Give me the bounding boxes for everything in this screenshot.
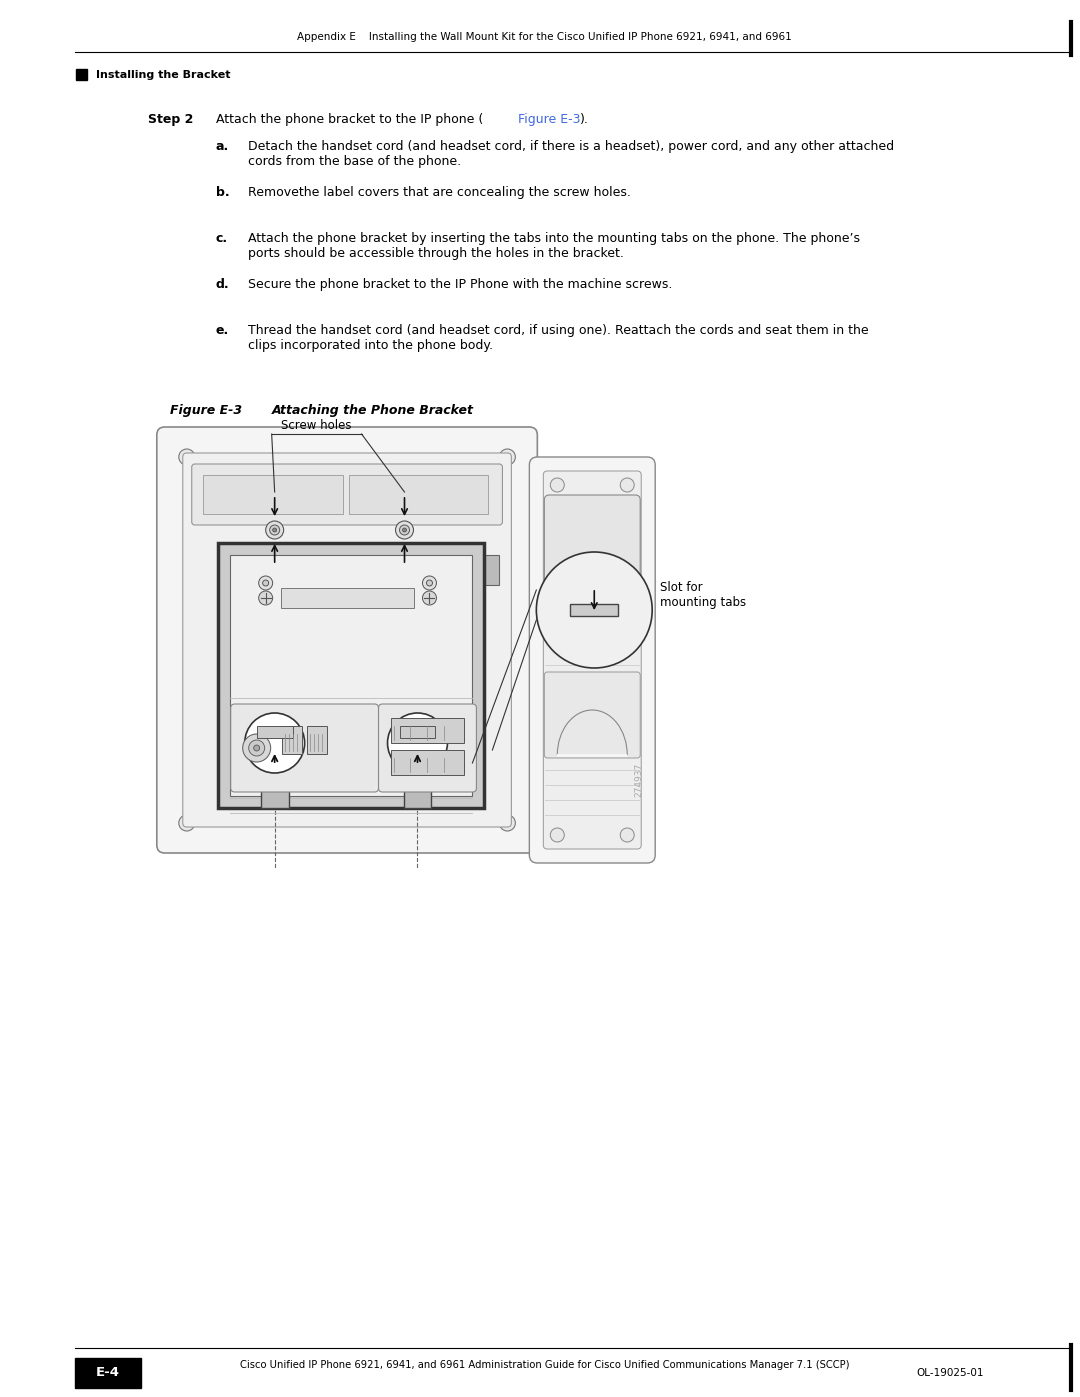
Text: Secure the phone bracket to the IP Phone with the machine screws.: Secure the phone bracket to the IP Phone… xyxy=(247,278,672,291)
Circle shape xyxy=(259,591,272,605)
Text: Cisco Unified IP Phone 6921, 6941, and 6961 Administration Guide for Cisco Unifi: Cisco Unified IP Phone 6921, 6941, and 6… xyxy=(240,1361,849,1370)
Bar xyxy=(257,726,293,738)
Circle shape xyxy=(422,591,436,605)
Bar xyxy=(282,726,301,754)
Text: Installing the Bracket: Installing the Bracket xyxy=(96,70,230,80)
Circle shape xyxy=(259,576,272,590)
Text: Step 2: Step 2 xyxy=(148,113,193,126)
Circle shape xyxy=(243,733,271,761)
Bar xyxy=(391,750,464,775)
Bar xyxy=(391,718,464,743)
FancyBboxPatch shape xyxy=(529,457,656,863)
Text: Slot for
mounting tabs: Slot for mounting tabs xyxy=(660,581,746,609)
Text: OL-19025-01: OL-19025-01 xyxy=(916,1368,984,1377)
Circle shape xyxy=(427,580,432,585)
Circle shape xyxy=(499,448,515,465)
Text: c.: c. xyxy=(216,232,228,244)
Bar xyxy=(349,475,488,514)
Circle shape xyxy=(395,521,414,539)
Bar xyxy=(230,555,472,796)
FancyBboxPatch shape xyxy=(157,427,538,854)
Text: 274937: 274937 xyxy=(635,763,644,798)
Text: a.: a. xyxy=(216,140,229,154)
Text: Detach the handset cord (and headset cord, if there is a headset), power cord, a: Detach the handset cord (and headset cor… xyxy=(247,140,894,168)
FancyBboxPatch shape xyxy=(378,704,476,792)
Bar xyxy=(218,543,485,807)
FancyBboxPatch shape xyxy=(231,704,378,792)
Text: Attaching the Phone Bracket: Attaching the Phone Bracket xyxy=(272,404,474,416)
Circle shape xyxy=(620,828,634,842)
Bar xyxy=(307,726,326,754)
Bar xyxy=(225,555,499,585)
Circle shape xyxy=(270,525,280,535)
Circle shape xyxy=(254,745,259,752)
Bar xyxy=(260,780,288,807)
Circle shape xyxy=(179,814,194,831)
FancyBboxPatch shape xyxy=(183,453,511,827)
FancyBboxPatch shape xyxy=(192,464,502,525)
Circle shape xyxy=(537,552,652,668)
Circle shape xyxy=(272,528,276,532)
Bar xyxy=(404,780,432,807)
Text: Attach the phone bracket to the IP phone (: Attach the phone bracket to the IP phone… xyxy=(216,113,483,126)
Bar xyxy=(570,604,618,616)
Text: Thread the handset cord (and headset cord, if using one). Reattach the cords and: Thread the handset cord (and headset cor… xyxy=(247,324,868,352)
Circle shape xyxy=(248,740,265,756)
Bar xyxy=(557,754,627,757)
Text: Appendix E    Installing the Wall Mount Kit for the Cisco Unified IP Phone 6921,: Appendix E Installing the Wall Mount Kit… xyxy=(297,32,792,42)
Circle shape xyxy=(403,528,406,532)
Text: ).: ). xyxy=(580,113,590,126)
Circle shape xyxy=(422,576,436,590)
Text: e.: e. xyxy=(216,324,229,337)
Circle shape xyxy=(400,525,409,535)
Circle shape xyxy=(262,580,269,585)
Text: b.: b. xyxy=(216,186,229,198)
Bar xyxy=(400,726,435,738)
Bar xyxy=(75,1358,140,1389)
Text: Removethe label covers that are concealing the screw holes.: Removethe label covers that are conceali… xyxy=(247,186,631,198)
Circle shape xyxy=(499,814,515,831)
Text: Screw holes: Screw holes xyxy=(282,419,352,432)
Text: Figure E-3: Figure E-3 xyxy=(170,404,242,416)
FancyBboxPatch shape xyxy=(544,495,640,636)
Bar xyxy=(203,475,342,514)
Text: Figure E-3: Figure E-3 xyxy=(518,113,581,126)
Circle shape xyxy=(245,712,305,773)
Text: Attach the phone bracket by inserting the tabs into the mounting tabs on the pho: Attach the phone bracket by inserting th… xyxy=(247,232,860,260)
Circle shape xyxy=(388,712,447,773)
Text: E-4: E-4 xyxy=(96,1366,120,1379)
FancyBboxPatch shape xyxy=(544,672,640,759)
FancyBboxPatch shape xyxy=(543,471,642,849)
Circle shape xyxy=(266,521,284,539)
Circle shape xyxy=(179,448,194,465)
Circle shape xyxy=(551,478,565,492)
Bar xyxy=(281,588,415,608)
Bar xyxy=(76,68,86,80)
Circle shape xyxy=(551,828,565,842)
Text: d.: d. xyxy=(216,278,229,291)
Circle shape xyxy=(620,478,634,492)
